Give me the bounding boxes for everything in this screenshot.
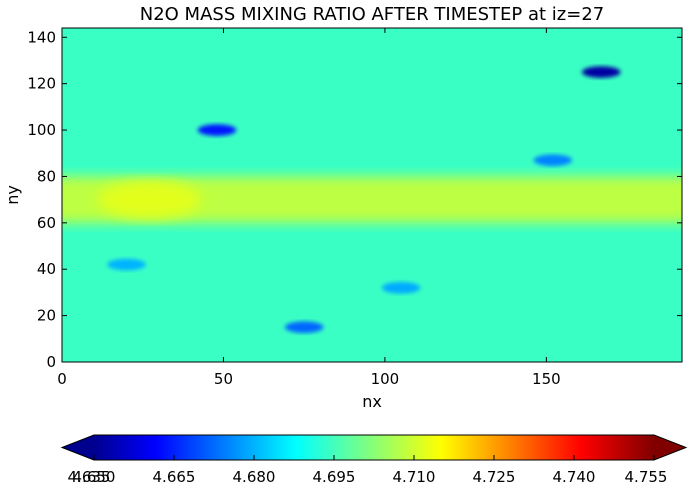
x-tick-label: 50 <box>214 370 233 388</box>
colorbar-tick-label: 4.725 <box>473 468 516 486</box>
field-low-patch <box>581 66 621 78</box>
colorbar-extend-high <box>654 435 686 460</box>
field-peak-region <box>97 181 201 219</box>
field-low-patch <box>284 321 324 334</box>
plot-frame <box>61 27 683 363</box>
colorbar-tick-label: 4.665 <box>153 468 196 486</box>
y-tick-label: 20 <box>37 307 56 325</box>
y-tick-label: 120 <box>27 75 56 93</box>
colorbar-tick-label: 4.650 <box>73 468 116 486</box>
colorbar-ticks: 4.650 4.665 4.680 4.695 4.710 4.725 4.740 4.755… <box>68 455 668 486</box>
x-tick-label: 0 <box>57 370 67 388</box>
colorbar-tick-label: 4.680 <box>233 468 276 486</box>
y-axis: 0 20 40 60 80 100 120 140 <box>27 28 682 371</box>
y-tick-label: 100 <box>27 121 56 139</box>
y-tick-label: 0 <box>46 353 56 371</box>
field-low-patch <box>107 258 146 271</box>
colorbar-tick-label: 4.710 <box>393 468 436 486</box>
field-low-patch <box>381 281 421 294</box>
x-axis: 0 50 100 150 <box>57 28 561 388</box>
x-tick-label: 150 <box>532 370 561 388</box>
y-tick-label: 140 <box>27 28 56 46</box>
field-low-patch <box>197 124 237 136</box>
colorbar-tick-label: 4.740 <box>553 468 596 486</box>
y-tick-label: 60 <box>37 214 56 232</box>
y-tick-label: 40 <box>37 260 56 278</box>
colorbar: 4.650 4.665 4.680 4.695 4.710 4.725 4.740 4.755… <box>60 434 688 486</box>
x-axis-label: nx <box>362 392 382 411</box>
field-low-patch <box>533 154 573 167</box>
heatmap-field <box>62 28 682 362</box>
chart-title: N2O MASS MIXING RATIO AFTER TIMESTEP at … <box>140 4 605 25</box>
y-tick-label: 80 <box>37 167 56 185</box>
colorbar-tick-label: 4.755 <box>625 468 668 486</box>
colorbar-tick-label-overlap: 4.635 <box>68 468 111 486</box>
x-tick-label: 100 <box>371 370 400 388</box>
colorbar-tick-label: 4.695 <box>313 468 356 486</box>
colorbar-extend-low <box>62 435 94 460</box>
y-axis-label: ny <box>3 185 22 205</box>
colorbar-body <box>94 435 654 460</box>
